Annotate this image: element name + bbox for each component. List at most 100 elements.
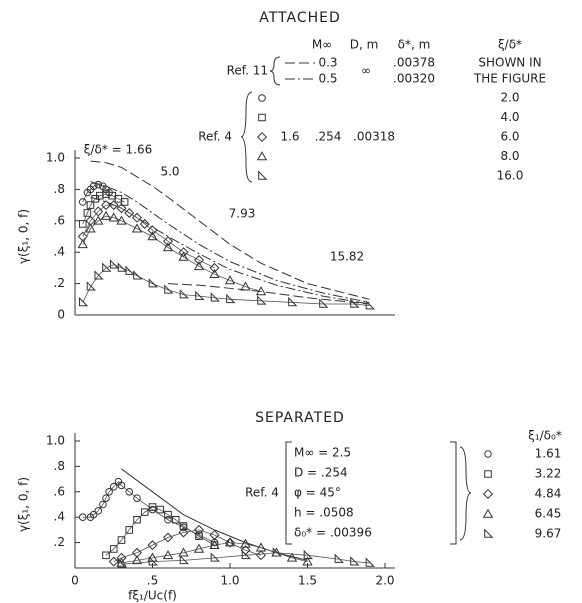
y-tick-label: 1.0 (46, 434, 65, 448)
marker (78, 296, 89, 307)
marker (117, 262, 128, 272)
marker (272, 547, 283, 557)
marker (193, 255, 205, 266)
legend-mach: 1.6 (280, 130, 299, 144)
legend-marker (484, 450, 492, 458)
marker (93, 215, 104, 225)
legend-marker (258, 170, 268, 180)
legend-marker (258, 113, 266, 122)
fit-line (121, 552, 370, 565)
brace (459, 446, 472, 541)
marker (102, 262, 112, 272)
marker (109, 482, 118, 491)
marker (133, 515, 141, 524)
marker (162, 549, 174, 560)
marker (108, 556, 119, 567)
legend-marker (484, 470, 492, 478)
y-tick-label: 1.0 (46, 151, 65, 165)
marker (109, 259, 120, 269)
marker (209, 262, 220, 273)
marker (178, 527, 189, 538)
marker (257, 295, 267, 305)
y-tick-label: .6 (54, 213, 65, 227)
marker (125, 488, 134, 496)
marker (148, 278, 159, 288)
legend-param: h = .0508 (294, 506, 354, 520)
marker (224, 275, 236, 285)
legend-marker (256, 151, 268, 161)
marker (193, 524, 205, 535)
marker (131, 212, 143, 223)
x-tick-label: 1.0 (220, 574, 239, 588)
marker (193, 543, 205, 553)
y-tick-label: .2 (54, 535, 65, 549)
legend-label: 16.0 (497, 169, 524, 183)
fit-line (82, 481, 215, 543)
chart-title: SEPARATED (255, 410, 345, 426)
marker (164, 284, 174, 294)
brace (240, 91, 253, 183)
marker (178, 547, 189, 557)
marker (116, 203, 127, 214)
marker (350, 556, 360, 566)
marker (302, 556, 313, 566)
marker (100, 210, 112, 220)
marker (156, 505, 165, 514)
marker (85, 223, 96, 233)
marker (148, 503, 157, 511)
marker (224, 537, 236, 547)
curve-label: 15.82 (330, 250, 364, 264)
marker (334, 553, 345, 563)
legend-marker (256, 131, 268, 143)
marker (162, 242, 174, 252)
fit-line (82, 204, 215, 269)
y-tick-label: .4 (54, 245, 65, 259)
marker (193, 261, 205, 271)
marker (240, 538, 251, 548)
legend-header: ξ₁/δ₀* (528, 429, 562, 443)
legend-label: 9.67 (535, 527, 562, 541)
y-axis-label: γ(ξ₁, 0, f) (17, 209, 31, 264)
marker (109, 545, 118, 553)
legend-marker (482, 508, 494, 518)
marker (226, 293, 236, 304)
curve (90, 181, 370, 303)
marker (255, 542, 267, 552)
legend-label: 6.0 (500, 130, 519, 144)
legend-label: 8.0 (500, 149, 519, 163)
marker (179, 554, 190, 565)
curve-label: ξ/δ* = 1.66 (84, 143, 152, 157)
marker (195, 290, 205, 300)
marker (108, 200, 119, 211)
marker (240, 281, 251, 291)
marker (148, 556, 159, 566)
chart-title: ATTACHED (259, 10, 341, 26)
marker (78, 513, 87, 522)
brace (269, 56, 281, 86)
marker (171, 515, 180, 524)
x-tick-label: 2.0 (375, 574, 394, 588)
marker (209, 539, 220, 549)
legend-header: δ*, m (398, 38, 431, 52)
legend-label: 1.61 (535, 447, 562, 461)
curve-label: 7.93 (229, 207, 256, 221)
marker (96, 191, 104, 200)
marker (133, 494, 141, 502)
x-axis-label: fξ₁/Uc(f) (128, 589, 177, 603)
curve (90, 160, 370, 300)
marker (94, 270, 104, 280)
legend-thickness: .00378 (393, 56, 435, 70)
legend-param: φ = 45° (294, 486, 341, 500)
marker (286, 552, 298, 562)
x-tick-label: 1.5 (298, 574, 317, 588)
marker (86, 281, 97, 291)
marker (116, 215, 127, 225)
y-tick-label: .8 (54, 182, 65, 196)
marker (179, 522, 188, 530)
marker (117, 558, 128, 568)
legend-diameter: ∞ (361, 64, 371, 78)
marker (224, 537, 236, 548)
legend-label: 6.45 (535, 507, 562, 521)
y-tick-label: .2 (54, 276, 65, 290)
